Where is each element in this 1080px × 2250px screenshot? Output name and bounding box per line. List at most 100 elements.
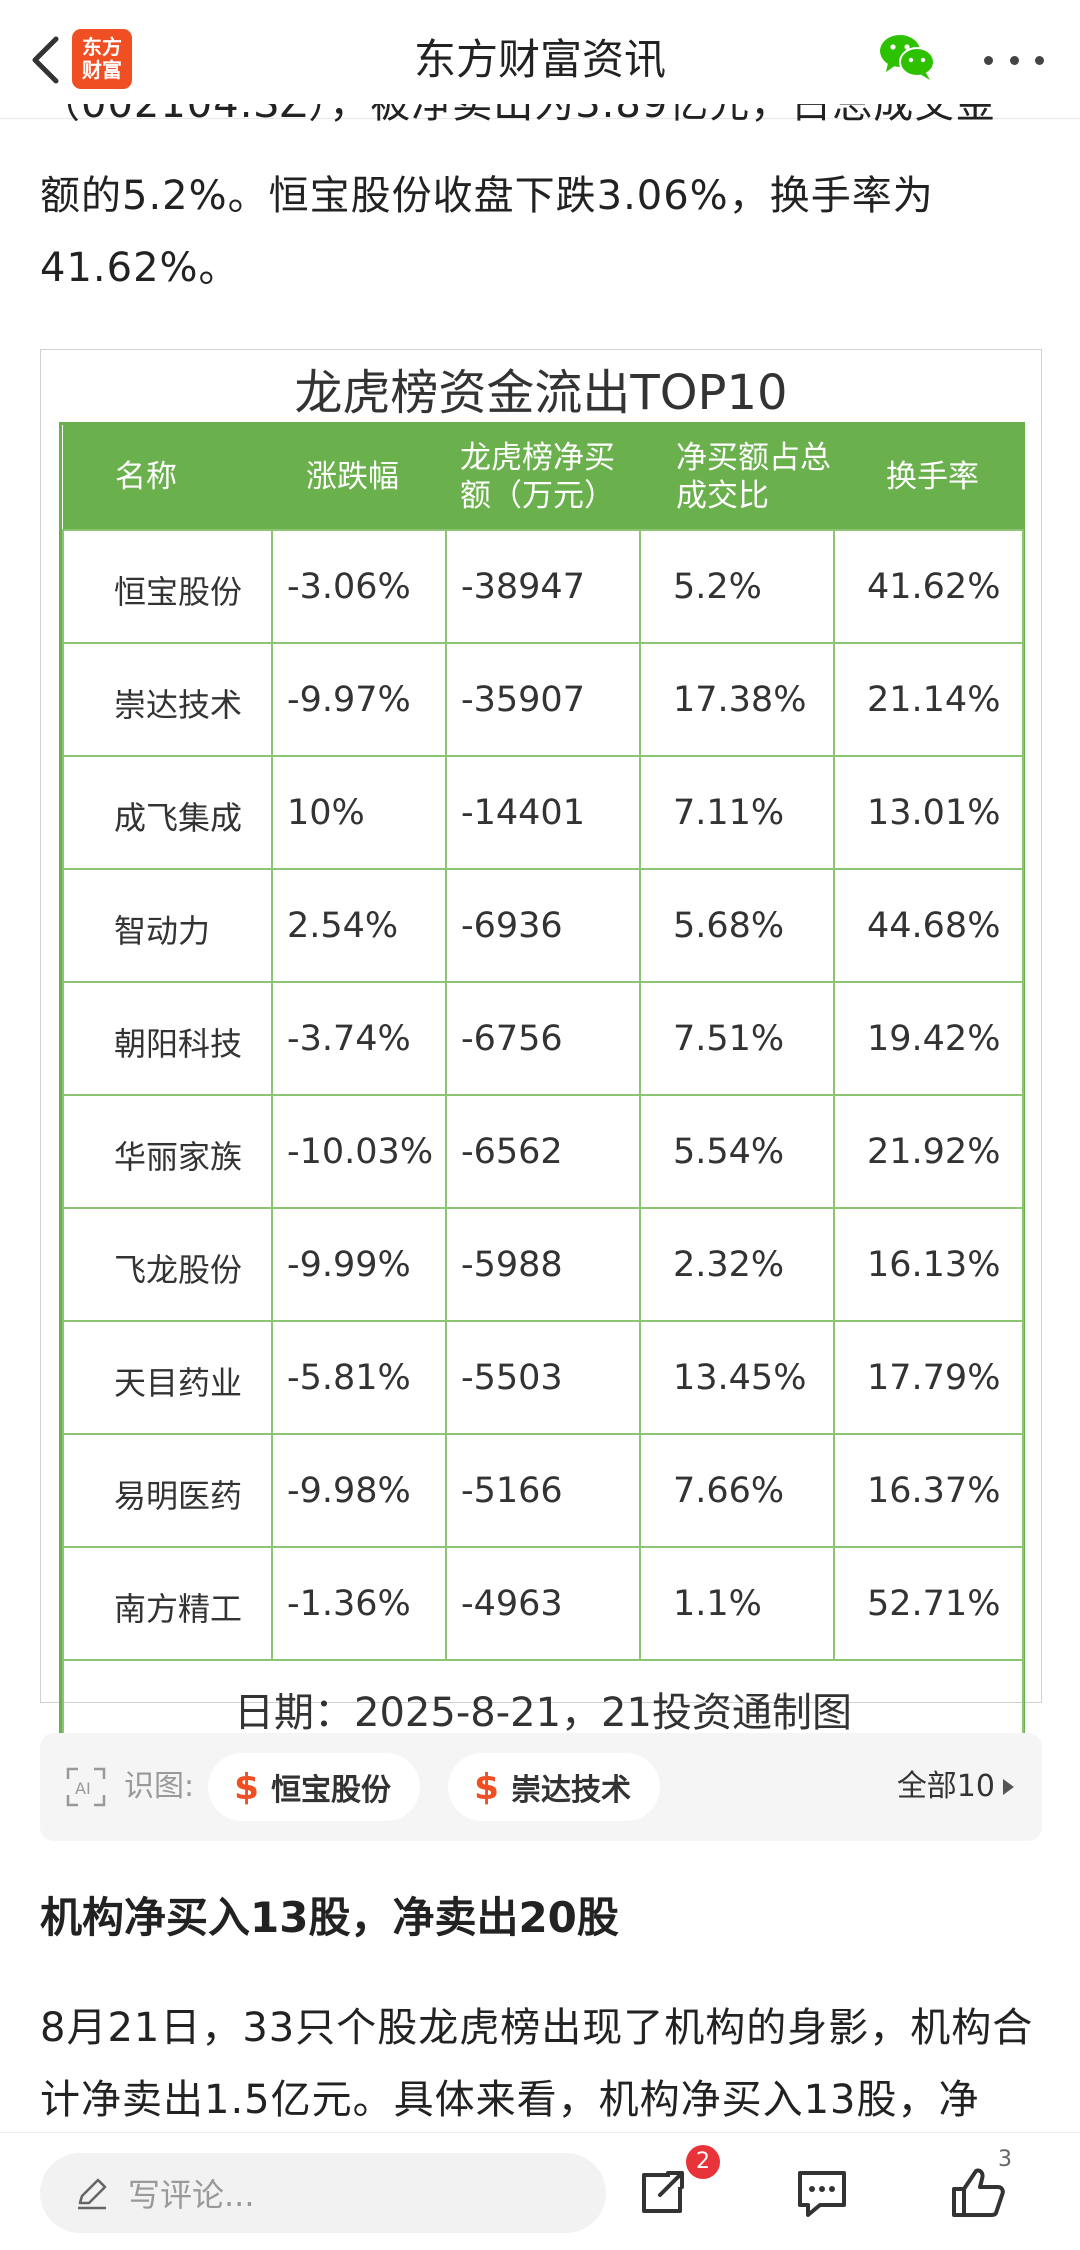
cell: 飞龙股份 xyxy=(62,1207,273,1322)
cell: -4963 xyxy=(445,1546,641,1661)
table-row: 朝阳科技 -3.74% -6756 7.51% 19.42% xyxy=(62,981,1024,1096)
cell: 1.1% xyxy=(639,1546,835,1661)
app-logo[interactable]: 东方 财富 xyxy=(72,29,132,89)
cell: -5988 xyxy=(445,1207,641,1322)
cell: 朝阳科技 xyxy=(62,981,273,1096)
table-row: 成飞集成 10% -14401 7.11% 13.01% xyxy=(62,755,1024,870)
cell: 智动力 xyxy=(62,868,273,983)
cell: -5166 xyxy=(445,1433,641,1548)
cell: 52.71% xyxy=(833,1546,1024,1661)
cell: 恒宝股份 xyxy=(62,529,273,644)
page-title: 东方财富资讯 xyxy=(413,35,666,84)
table-row: 飞龙股份 -9.99% -5988 2.32% 16.13% xyxy=(62,1207,1024,1322)
share-icon[interactable] xyxy=(632,2163,692,2223)
comment-placeholder: 写评论... xyxy=(128,2176,255,2214)
cell: 华丽家族 xyxy=(62,1094,273,1209)
dollar-icon: $ xyxy=(234,1766,260,1808)
cell: 44.68% xyxy=(833,868,1024,983)
cell: 17.79% xyxy=(833,1320,1024,1435)
cell: 5.2% xyxy=(639,529,835,644)
table-row: 智动力 2.54% -6936 5.68% 44.68% xyxy=(62,868,1024,983)
cell: 7.66% xyxy=(639,1433,835,1548)
view-all-label: 全部10 xyxy=(896,1769,995,1804)
cell: 19.42% xyxy=(833,981,1024,1096)
cell: 5.68% xyxy=(639,868,835,983)
table-row: 南方精工 -1.36% -4963 1.1% 52.71% xyxy=(62,1546,1024,1661)
cell: 16.13% xyxy=(833,1207,1024,1322)
cell: 7.51% xyxy=(639,981,835,1096)
cell: 17.38% xyxy=(639,642,835,757)
dot-icon xyxy=(984,55,993,65)
cell: 21.92% xyxy=(833,1094,1024,1209)
cell: 2.54% xyxy=(271,868,447,983)
stock-chip-label: 恒宝股份 xyxy=(271,1773,392,1808)
table-header-row: 名称 涨跌幅 龙虎榜净买额（万元） 净买额占总成交比 换手率 xyxy=(63,425,1023,530)
column-header: 龙虎榜净买额（万元） xyxy=(446,425,640,530)
pen-icon xyxy=(78,2178,107,2210)
cell: -3.74% xyxy=(271,981,447,1096)
cell: 7.11% xyxy=(639,755,835,870)
cell: -9.97% xyxy=(271,642,447,757)
cell: 5.54% xyxy=(639,1094,835,1209)
table-image[interactable]: 龙虎榜资金流出TOP10 名称 涨跌幅 龙虎榜净买额（万元） 净买额占总成交比 … xyxy=(40,349,1042,1769)
cell: 13.01% xyxy=(833,755,1024,870)
wechat-icon xyxy=(880,35,935,80)
more-options-button[interactable] xyxy=(984,38,1044,82)
chevron-left-icon xyxy=(32,36,59,84)
data-table: 名称 涨跌幅 龙虎榜净买额（万元） 净买额占总成交比 换手率 恒宝股份 -3.06… xyxy=(59,422,1025,1769)
cell: 13.45% xyxy=(639,1320,835,1435)
cell: 天目药业 xyxy=(62,1320,273,1435)
share-count-badge: 2 xyxy=(686,2145,720,2179)
cell: -9.99% xyxy=(271,1207,447,1322)
recognition-label: 识图: xyxy=(124,1769,195,1804)
cell: -9.98% xyxy=(271,1433,447,1548)
article-paragraph: 8月21日，33只个股龙虎榜出现了机构的身影，机构合计净卖出1.5亿元。具体来看… xyxy=(40,2005,1034,2123)
article-partial-line: （002104.SZ），被净卖出为3.89亿元，占总成交金 xyxy=(40,104,997,127)
column-header: 净买额占总成交比 xyxy=(640,425,834,530)
cell: -38947 xyxy=(445,529,641,644)
view-all-button[interactable]: 全部10 xyxy=(897,1765,1014,1809)
wechat-share-button[interactable] xyxy=(878,32,936,82)
table-row: 恒宝股份 -3.06% -38947 5.2% 41.62% xyxy=(62,529,1024,644)
dollar-icon: $ xyxy=(474,1766,500,1808)
cell: 南方精工 xyxy=(62,1546,273,1661)
section-heading: 机构净买入13股，净卖出20股 xyxy=(40,1893,619,1942)
cell: -3.06% xyxy=(271,529,447,644)
cell: -10.03% xyxy=(271,1094,447,1209)
cell: -6562 xyxy=(445,1094,641,1209)
like-count: 3 xyxy=(998,2147,1012,2172)
ai-scan-icon: AI xyxy=(66,1767,106,1807)
stock-chip[interactable]: $ 恒宝股份 xyxy=(208,1753,420,1821)
svg-text:AI: AI xyxy=(75,1779,91,1798)
image-title: 龙虎榜资金流出TOP10 xyxy=(294,365,788,421)
cell: 16.37% xyxy=(833,1433,1024,1548)
thumbs-up-icon[interactable] xyxy=(948,2163,1008,2223)
dot-icon xyxy=(1035,55,1044,65)
comment-icon[interactable] xyxy=(792,2163,852,2223)
top-nav-bar: 东方 财富 东方财富资讯 xyxy=(0,0,1080,119)
stock-chip[interactable]: $ 崇达技术 xyxy=(448,1753,660,1821)
cell: 21.14% xyxy=(833,642,1024,757)
column-header: 名称 xyxy=(63,425,272,530)
cell: -35907 xyxy=(445,642,641,757)
column-header: 换手率 xyxy=(834,425,1023,530)
cell: 2.32% xyxy=(639,1207,835,1322)
table-row: 华丽家族 -10.03% -6562 5.54% 21.92% xyxy=(62,1094,1024,1209)
table-row: 崇达技术 -9.97% -35907 17.38% 21.14% xyxy=(62,642,1024,757)
table-row: 天目药业 -5.81% -5503 13.45% 17.79% xyxy=(62,1320,1024,1435)
cell: -14401 xyxy=(445,755,641,870)
cell: 成飞集成 xyxy=(62,755,273,870)
cell: -1.36% xyxy=(271,1546,447,1661)
cell: 易明医药 xyxy=(62,1433,273,1548)
logo-text-bottom: 财富 xyxy=(82,58,122,82)
cell: -5.81% xyxy=(271,1320,447,1435)
logo-text-top: 东方 xyxy=(82,35,122,59)
comment-input[interactable]: 写评论... xyxy=(40,2153,606,2233)
back-button[interactable] xyxy=(18,30,72,90)
cell: -6936 xyxy=(445,868,641,983)
dot-icon xyxy=(1009,55,1019,65)
cell: 崇达技术 xyxy=(62,642,273,757)
table-row: 易明医药 -9.98% -5166 7.66% 16.37% xyxy=(62,1433,1024,1548)
cell: 41.62% xyxy=(833,529,1024,644)
stock-chip-label: 崇达技术 xyxy=(511,1773,632,1808)
